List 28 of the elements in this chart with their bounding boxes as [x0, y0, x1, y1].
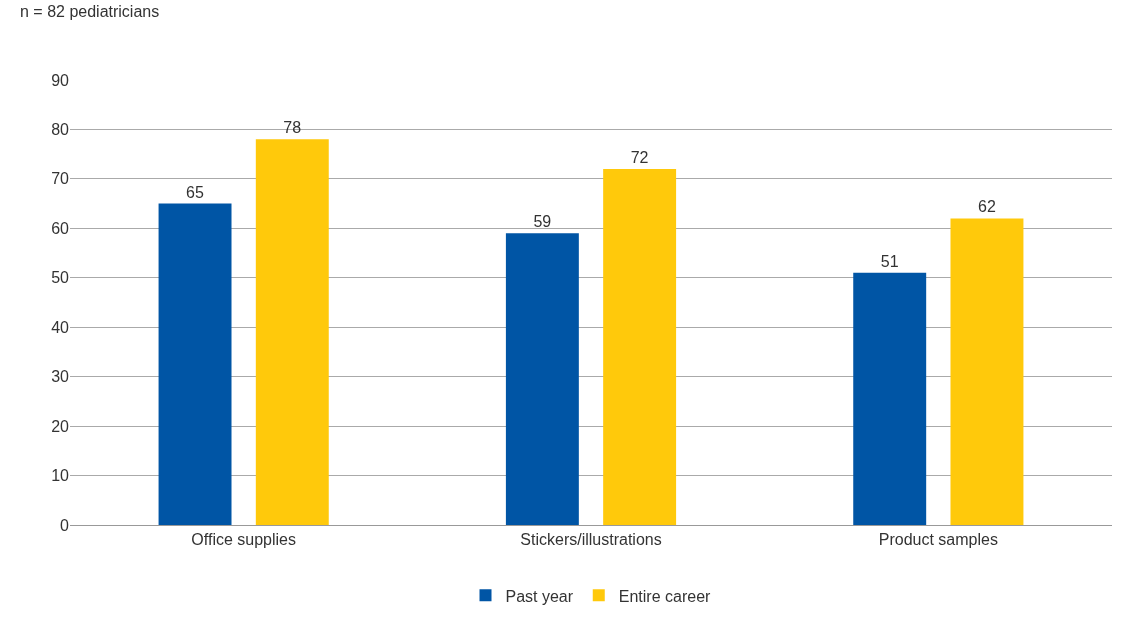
y-tick-label: 90 — [51, 71, 70, 89]
x-tick-label: Stickers/illustrations — [520, 531, 662, 549]
data-label: 72 — [630, 149, 649, 166]
x-tick-label: Product samples — [878, 531, 998, 549]
y-tick-label: 0 — [60, 516, 70, 534]
y-tick-label: 70 — [51, 170, 70, 188]
bar — [255, 139, 329, 525]
bar — [603, 169, 677, 525]
bar — [853, 272, 927, 525]
bar — [505, 233, 579, 525]
y-tick-label: 20 — [51, 417, 70, 435]
y-tick-label: 80 — [51, 121, 70, 139]
x-tick-label: Office supplies — [191, 531, 296, 549]
data-label: 65 — [186, 183, 204, 201]
data-label: 59 — [533, 213, 552, 231]
y-tick-label: 10 — [51, 467, 70, 485]
y-tick-label: 30 — [51, 368, 70, 386]
bar — [158, 203, 232, 525]
y-tick-label: 40 — [51, 318, 70, 336]
text: n = 82 pediatricians — [20, 3, 160, 20]
bar — [950, 218, 1024, 525]
data-label: 51 — [880, 252, 899, 270]
legend-label: Entire career — [618, 587, 712, 605]
data-label: 62 — [978, 198, 996, 216]
data-label: 78 — [283, 119, 302, 137]
y-tick-label: 50 — [51, 269, 70, 287]
legend-label: Past year — [505, 587, 574, 605]
y-tick-label: 60 — [51, 219, 70, 237]
